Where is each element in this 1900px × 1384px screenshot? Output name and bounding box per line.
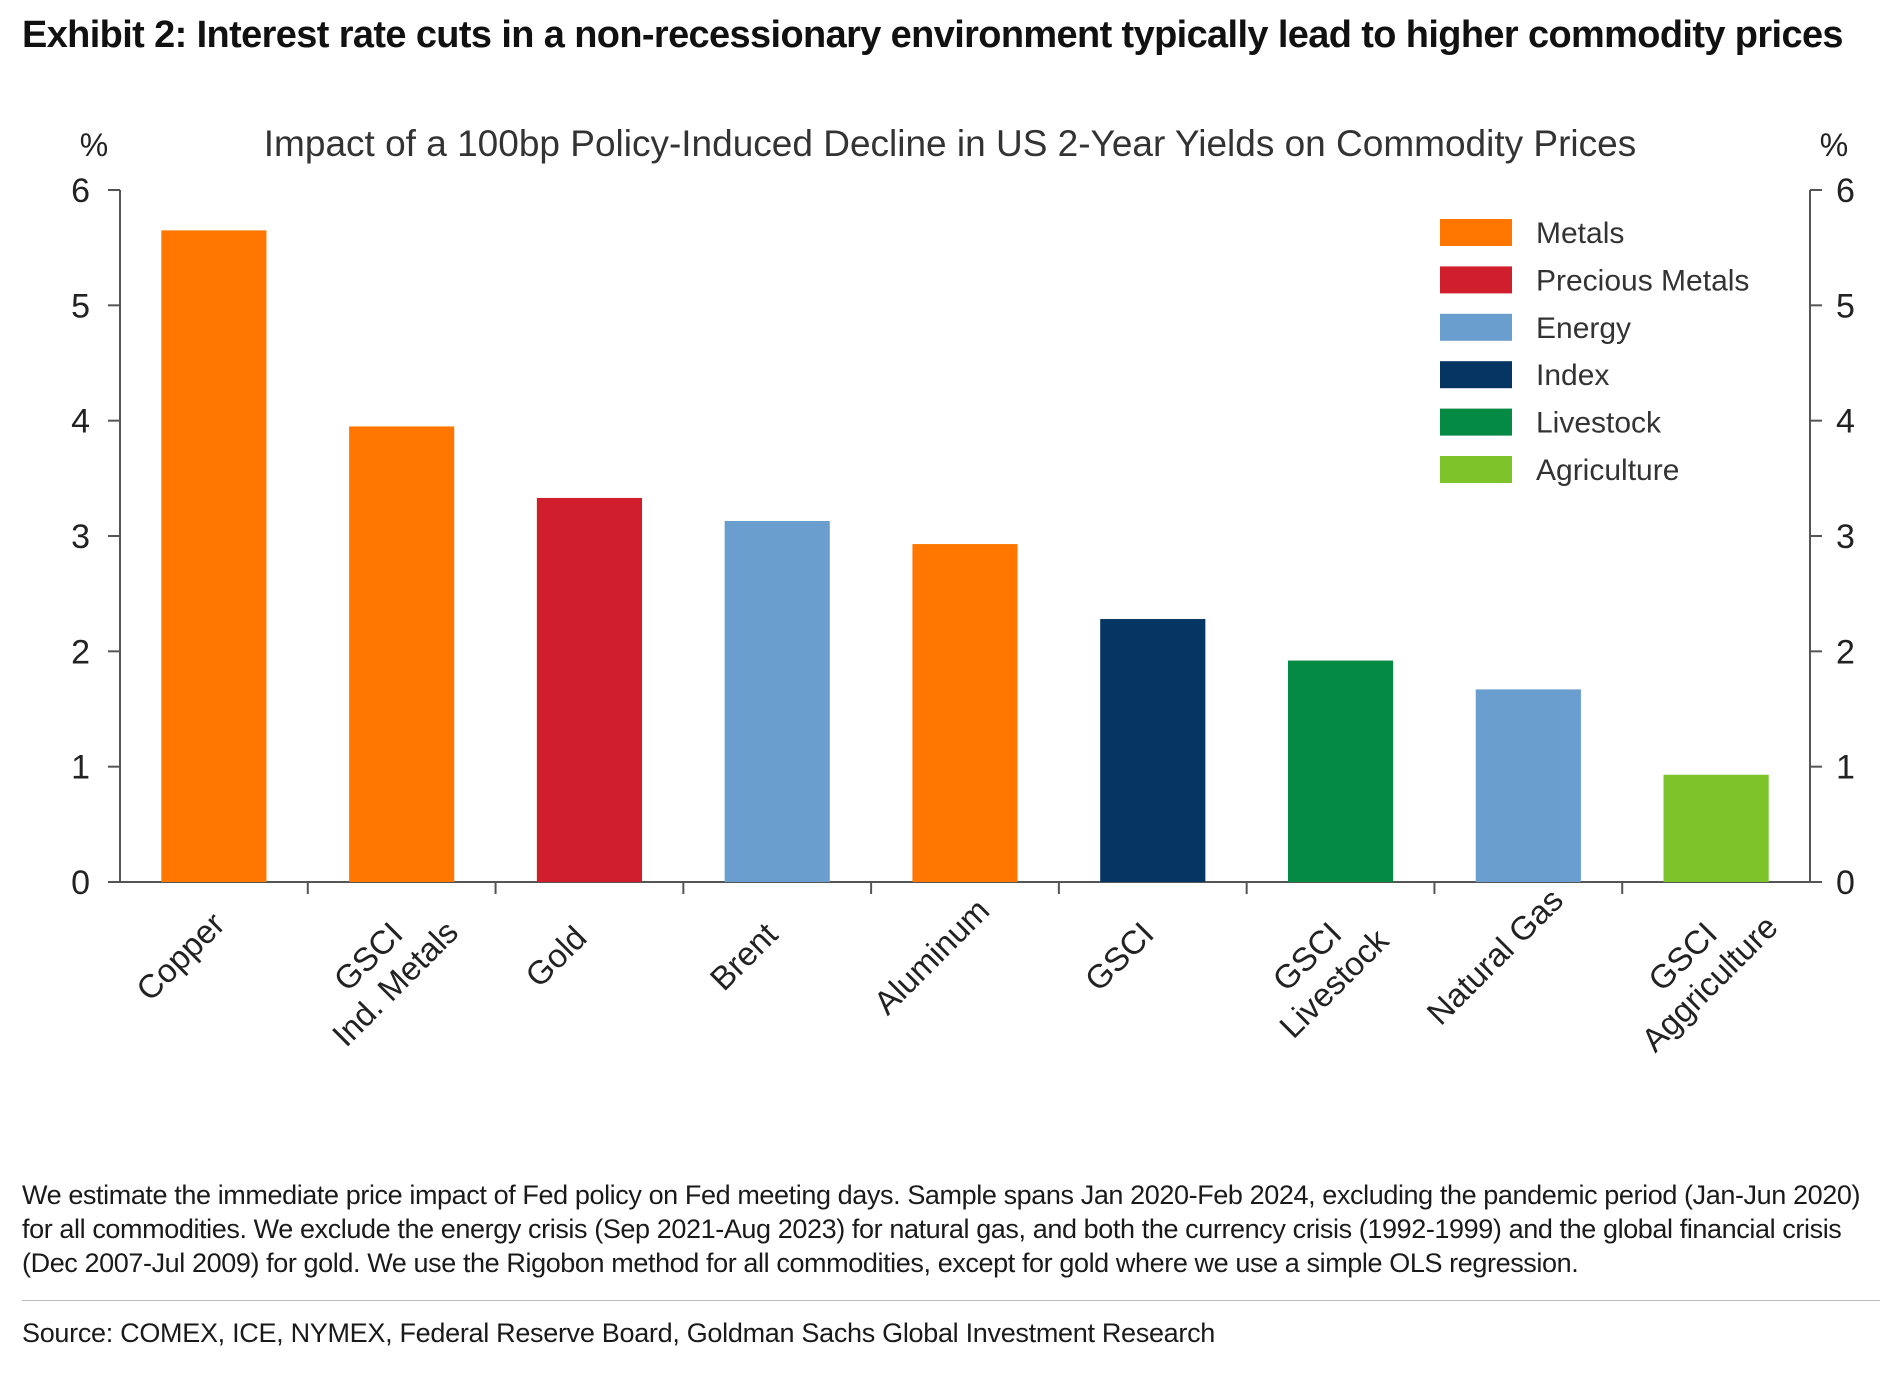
y-axis-unit-right: % (1820, 127, 1848, 163)
legend: Metals Precious Metals Energy Index Livestoc… (1440, 217, 1749, 487)
y-tick-label-left: 5 (71, 287, 90, 325)
legend-swatch-index (1440, 361, 1512, 389)
y-tick-label-right: 6 (1836, 172, 1855, 210)
legend-label: Metals (1536, 217, 1624, 250)
x-tick-label: Copper (129, 905, 232, 1008)
bar-gsci-ind-metals (349, 426, 455, 882)
legend-label: Livestock (1536, 407, 1662, 440)
y-tick-label-left: 2 (71, 633, 90, 671)
legend-label: Agriculture (1536, 454, 1679, 487)
x-tick-label: GSCILivestock (1245, 894, 1396, 1045)
y-tick-label-right: 2 (1836, 633, 1855, 671)
legend-label: Energy (1536, 312, 1631, 345)
y-tick-label-left: 6 (71, 172, 90, 210)
legend-swatch-livestock (1440, 408, 1512, 436)
x-tick-label: Brent (703, 915, 785, 997)
bar-gsci (1100, 619, 1206, 882)
bars (161, 230, 1769, 882)
x-tick-label: Gold (518, 919, 593, 994)
y-axis-unit-left: % (80, 127, 108, 163)
legend-swatch-precious-metals (1440, 266, 1512, 294)
y-tick-label-right: 3 (1836, 518, 1855, 556)
bar-gsci-aggriculture (1663, 774, 1769, 882)
bar-brent (724, 521, 830, 882)
bar-gold (536, 497, 643, 882)
legend-label: Precious Metals (1536, 264, 1749, 297)
x-tick-label: Natural Gas (1419, 881, 1570, 1032)
bar-aluminum (912, 544, 1018, 882)
y-tick-label-left: 4 (71, 403, 90, 441)
x-tick-label: GSCIInd. Metals (298, 886, 465, 1053)
y-tick-label-right: 4 (1836, 403, 1855, 441)
y-tick-label-left: 3 (71, 518, 90, 556)
bar-chart: Impact of a 100bp Policy-Induced Decline… (71, 123, 1855, 1059)
y-tick-label-right: 0 (1836, 864, 1855, 902)
bar-copper (161, 230, 267, 882)
footnote: We estimate the immediate price impact o… (22, 1180, 1861, 1278)
legend-swatch-agriculture (1440, 456, 1512, 483)
bar-natural-gas (1475, 689, 1581, 882)
chart-title: Impact of a 100bp Policy-Induced Decline… (264, 123, 1636, 164)
y-tick-label-left: 0 (71, 864, 90, 902)
legend-swatch-metals (1440, 219, 1512, 246)
legend-swatch-energy (1440, 313, 1512, 341)
x-tick-label: GSCIAggriculture (1607, 881, 1785, 1059)
bar-gsci-livestock (1287, 660, 1394, 882)
y-tick-label-right: 5 (1836, 287, 1855, 325)
y-tick-label-right: 1 (1836, 749, 1855, 787)
x-axis-labels: Copper GSCIInd. Metals Gold Brent Aluminum GS… (129, 881, 1785, 1059)
legend-label: Index (1536, 359, 1609, 392)
source-note: Source: COMEX, ICE, NYMEX, Federal Reser… (22, 1318, 1215, 1348)
exhibit-title: Exhibit 2: Interest rate cuts in a non-r… (22, 14, 1844, 56)
divider (22, 1300, 1880, 1301)
y-tick-label-left: 1 (71, 749, 90, 787)
x-tick-label: GSCI (1078, 915, 1161, 998)
x-tick-label: Aluminum (866, 891, 996, 1021)
